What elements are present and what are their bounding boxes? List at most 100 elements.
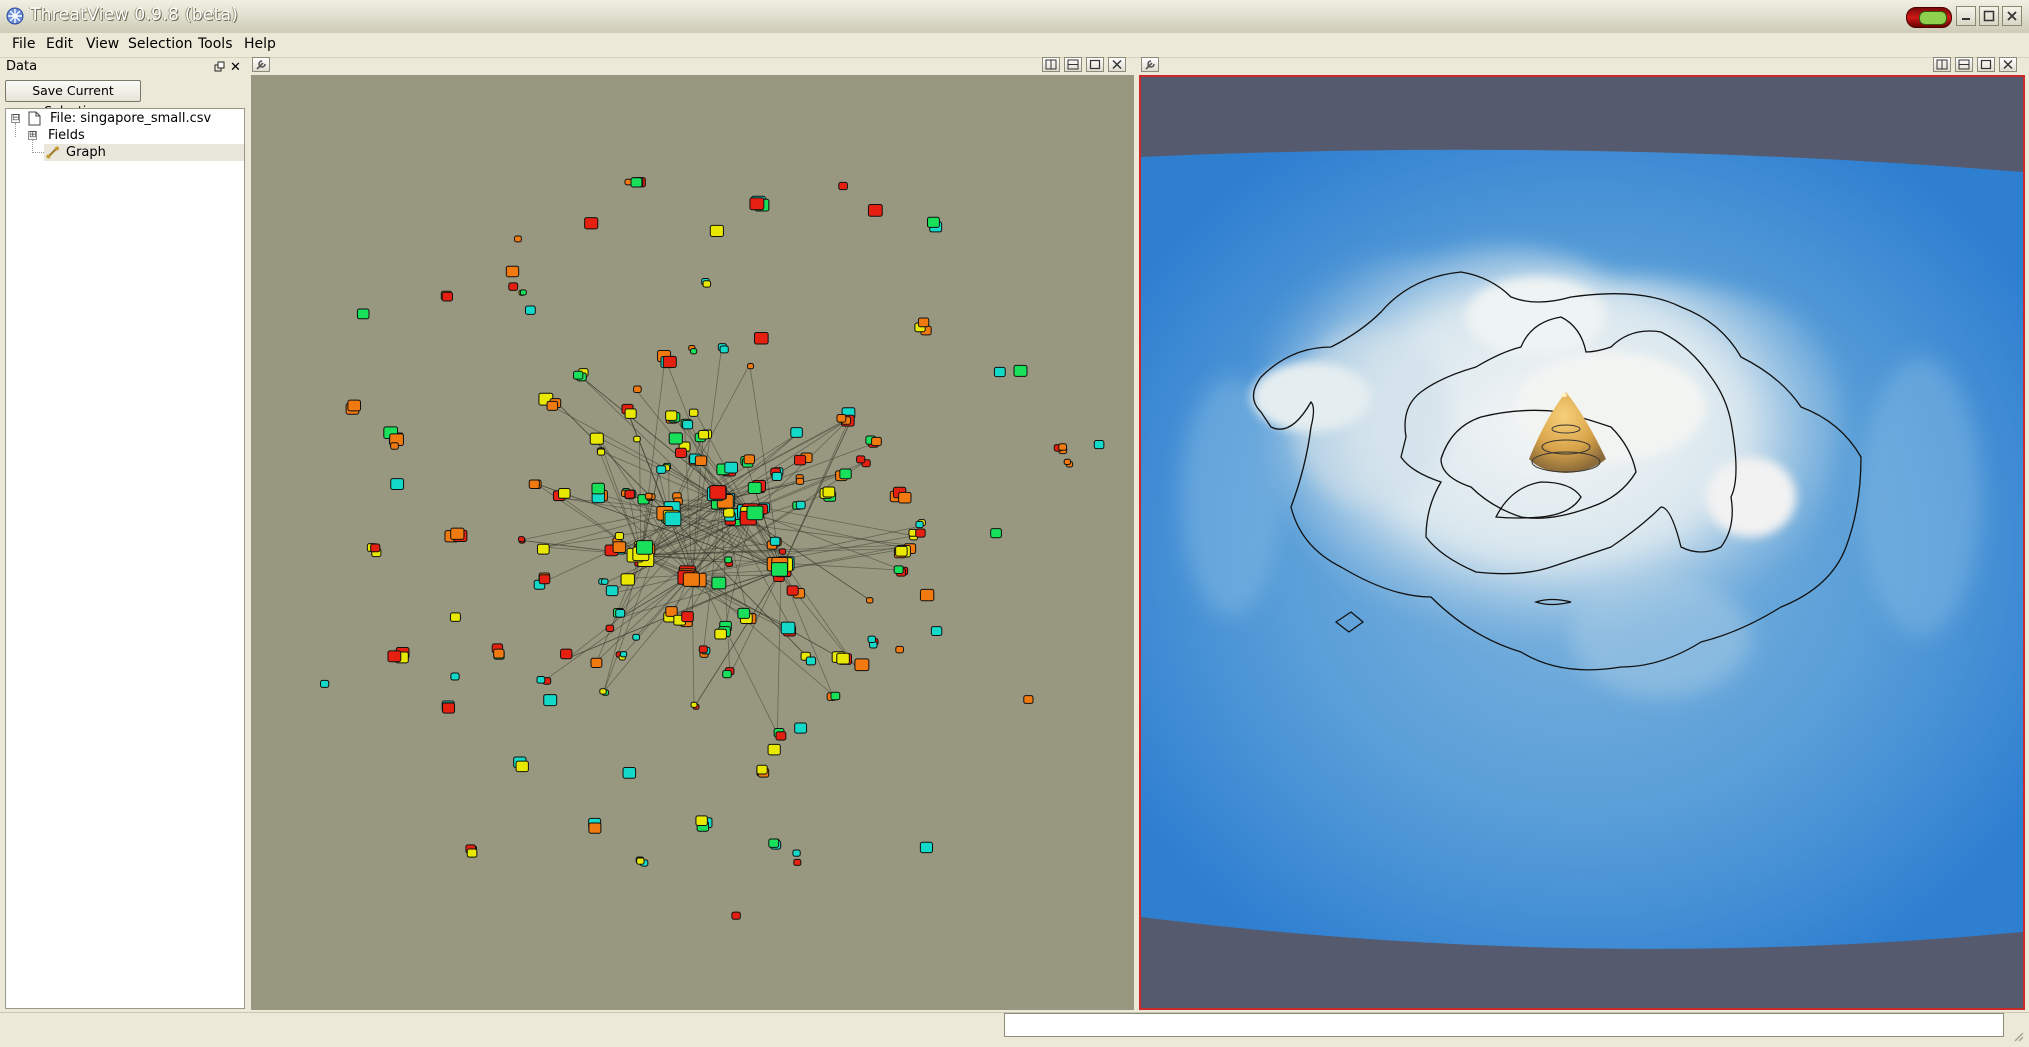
graph-node[interactable] [466,845,477,857]
graph-node[interactable] [529,480,541,489]
graph-node[interactable] [1024,696,1033,704]
graph-node[interactable] [442,701,454,713]
menu-file[interactable]: File [10,36,37,52]
graph-node[interactable] [795,453,813,465]
maximize-panel-button[interactable] [1086,57,1104,72]
graph-node[interactable] [920,842,932,852]
graph-node[interactable] [388,648,409,663]
graph-node[interactable] [781,622,795,634]
graph-node[interactable] [931,627,941,636]
graph-node[interactable] [702,279,711,288]
graph-node[interactable] [544,695,557,706]
graph-node[interactable] [689,345,697,353]
graph-node[interactable] [689,409,698,416]
graph-node[interactable] [590,433,603,444]
graph-node[interactable] [836,469,852,481]
graph-node[interactable] [451,673,459,680]
resize-grip-icon[interactable] [2012,1030,2024,1042]
tree-item-fields[interactable]: ⊞ Fields [6,127,244,144]
graph-node[interactable] [600,689,609,696]
graph-node[interactable] [606,586,618,596]
graph-node[interactable] [606,625,614,631]
save-selection-button[interactable]: Save Current Selection [5,80,141,102]
graph-node[interactable] [585,218,598,229]
graph-node[interactable] [509,283,518,291]
graph-node[interactable] [796,475,803,485]
graph-node[interactable] [518,537,525,543]
terrain-view[interactable] [1139,75,2025,1010]
menu-selection[interactable]: Selection [126,36,195,52]
graph-node[interactable] [738,608,756,623]
graph-node[interactable] [723,668,734,678]
graph-node[interactable] [514,757,529,772]
expand-icon[interactable]: ⊞ [28,131,37,140]
graph-node[interactable] [855,659,869,671]
graph-node[interactable] [794,859,801,865]
graph-node[interactable] [625,490,636,499]
maximize-panel-button[interactable] [1977,57,1995,72]
graph-node[interactable] [537,544,549,554]
graph-node[interactable] [631,178,645,187]
graph-node[interactable] [927,217,941,232]
graph-node[interactable] [866,436,881,447]
graph-node[interactable] [915,318,931,335]
graph-node[interactable] [534,573,550,589]
graph-node[interactable] [741,455,755,467]
graph-node[interactable] [779,549,785,554]
graph-node[interactable] [867,598,873,603]
graph-node[interactable] [573,369,588,381]
tray-indicator-icon[interactable] [1906,7,1952,28]
graph-node[interactable] [717,462,738,476]
graph-node[interactable] [691,702,699,709]
graph-node[interactable] [827,692,840,700]
graph-node[interactable] [506,266,518,277]
split-horizontal-button[interactable] [1064,57,1082,72]
close-panel-button[interactable] [1999,57,2017,72]
graph-node[interactable] [767,557,794,577]
graph-node[interactable] [795,723,807,733]
graph-node[interactable] [920,589,933,600]
graph-node[interactable] [793,501,805,509]
collapse-icon[interactable]: ⊟ [11,114,20,123]
graph-node[interactable] [715,621,732,639]
graph-node[interactable] [621,574,634,585]
graph-node[interactable] [592,483,607,502]
split-vertical-button[interactable] [1933,57,1951,72]
graph-node[interactable] [645,493,655,500]
graph-node[interactable] [666,411,680,423]
graph-node[interactable] [757,765,769,777]
graph-node[interactable] [634,436,641,442]
graph-node[interactable] [657,502,681,526]
panel-settings-button[interactable] [1141,57,1159,72]
graph-node[interactable] [767,537,781,549]
graph-node[interactable] [754,332,768,344]
maximize-button[interactable] [1979,6,1999,26]
graph-node[interactable] [537,676,551,684]
graph-node[interactable] [894,546,907,557]
graph-node[interactable] [839,182,848,189]
graph-node[interactable] [712,577,726,589]
graph-node[interactable] [445,528,467,542]
graph-node[interactable] [768,744,780,754]
graph-node[interactable] [699,646,710,658]
graph-node[interactable] [525,306,535,314]
graph-node[interactable] [357,309,369,319]
graph-node[interactable] [681,419,693,429]
graph-node[interactable] [769,839,781,849]
graph-node[interactable] [724,508,736,525]
graph-node[interactable] [738,504,763,525]
tree-item-file[interactable]: ⊟ File: singapore_small.csv [6,110,244,127]
graph-node[interactable] [916,520,925,528]
graph-node[interactable] [367,544,381,557]
graph-canvas[interactable] [251,75,1134,1010]
network-graph-view[interactable] [251,75,1134,1010]
graph-node[interactable] [718,344,728,353]
graph-node[interactable] [710,225,723,236]
panel-settings-button[interactable] [252,57,270,72]
graph-node[interactable] [916,529,926,537]
float-dock-icon[interactable] [214,61,226,73]
graph-node[interactable] [689,454,707,465]
menu-view[interactable]: View [84,36,121,52]
close-panel-button[interactable] [1108,57,1126,72]
graph-node[interactable] [658,350,677,367]
